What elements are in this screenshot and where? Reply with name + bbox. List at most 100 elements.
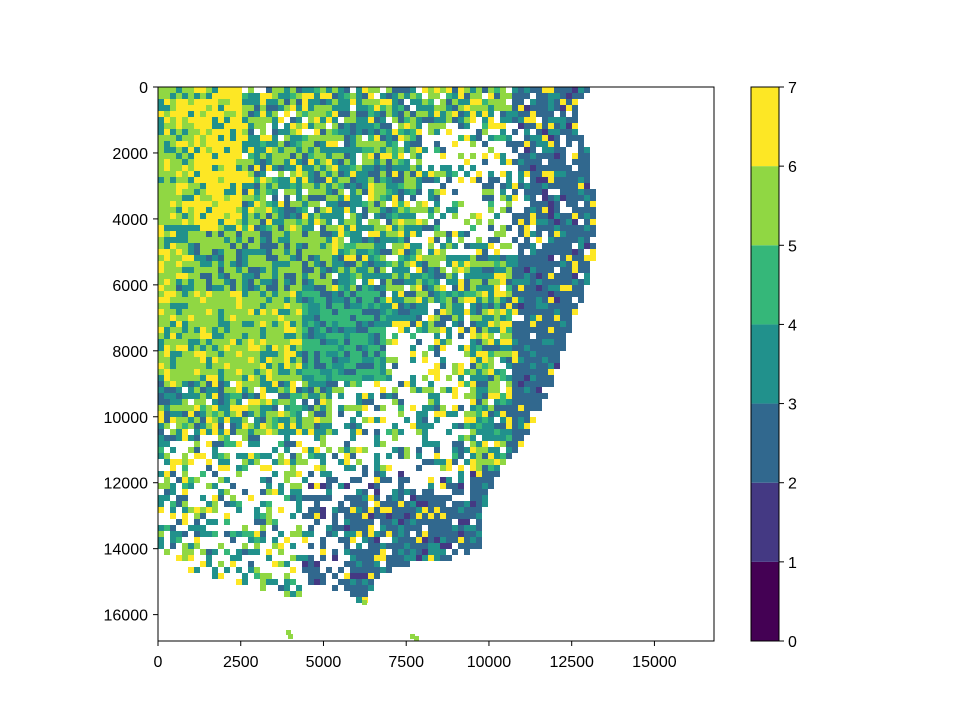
raster-cell xyxy=(374,105,380,111)
raster-cell xyxy=(416,501,422,507)
raster-cell xyxy=(332,531,338,537)
raster-cell xyxy=(554,183,560,189)
raster-cell xyxy=(314,159,320,165)
raster-cell xyxy=(398,165,404,171)
raster-cell xyxy=(500,297,506,303)
raster-cell xyxy=(236,273,242,279)
raster-cell xyxy=(386,285,392,291)
raster-cell xyxy=(362,327,368,333)
raster-cell xyxy=(272,255,278,261)
raster-cell xyxy=(188,381,194,387)
raster-cell xyxy=(446,255,452,261)
raster-cell xyxy=(464,255,470,261)
raster-cell xyxy=(236,345,242,351)
raster-cell xyxy=(194,99,200,105)
raster-cell xyxy=(302,315,308,321)
raster-cell xyxy=(164,459,170,465)
raster-cell xyxy=(278,273,284,279)
raster-cell xyxy=(272,159,278,165)
raster-cell xyxy=(170,435,176,441)
raster-cell xyxy=(200,249,206,255)
raster-cell xyxy=(368,417,374,423)
raster-cell xyxy=(584,165,590,171)
raster-cell xyxy=(548,195,554,201)
raster-cell xyxy=(326,87,332,93)
raster-cell xyxy=(380,111,386,117)
raster-cell xyxy=(284,495,290,501)
raster-cell xyxy=(392,423,398,429)
raster-cell xyxy=(290,123,296,129)
raster-cell xyxy=(242,93,248,99)
raster-cell xyxy=(530,351,536,357)
raster-cell xyxy=(434,171,440,177)
raster-cell xyxy=(590,255,596,261)
raster-cell xyxy=(194,261,200,267)
raster-cell xyxy=(356,399,362,405)
raster-cell xyxy=(344,309,350,315)
raster-cell xyxy=(200,525,206,531)
raster-cell xyxy=(506,105,512,111)
raster-cell xyxy=(164,525,170,531)
raster-cell xyxy=(458,327,464,333)
raster-cell xyxy=(356,591,362,597)
raster-cell xyxy=(266,309,272,315)
raster-cell xyxy=(188,375,194,381)
raster-cell xyxy=(416,171,422,177)
raster-cell xyxy=(560,165,566,171)
raster-cell xyxy=(482,369,488,375)
raster-cell xyxy=(200,411,206,417)
raster-cell xyxy=(194,309,200,315)
raster-cell xyxy=(278,363,284,369)
raster-cell xyxy=(410,405,416,411)
raster-cell xyxy=(458,441,464,447)
raster-cell xyxy=(278,507,284,513)
raster-cell xyxy=(500,327,506,333)
raster-cell xyxy=(542,87,548,93)
raster-cell xyxy=(356,561,362,567)
raster-cell xyxy=(164,105,170,111)
raster-cell xyxy=(362,285,368,291)
raster-cell xyxy=(332,555,338,561)
raster-cell xyxy=(584,261,590,267)
raster-cell xyxy=(386,225,392,231)
raster-cell xyxy=(410,513,416,519)
raster-cell xyxy=(572,177,578,183)
raster-cell xyxy=(242,267,248,273)
raster-cell xyxy=(374,567,380,573)
raster-cell xyxy=(422,501,428,507)
raster-cell xyxy=(524,357,530,363)
raster-cell xyxy=(194,153,200,159)
raster-cell xyxy=(578,249,584,255)
raster-cell xyxy=(374,291,380,297)
raster-cell xyxy=(386,303,392,309)
raster-cell xyxy=(254,339,260,345)
raster-cell xyxy=(560,297,566,303)
raster-cell xyxy=(170,261,176,267)
raster-cell xyxy=(362,555,368,561)
raster-cell xyxy=(584,213,590,219)
raster-cell xyxy=(434,87,440,93)
raster-cell xyxy=(230,417,236,423)
raster-cell xyxy=(200,369,206,375)
raster-cell xyxy=(242,237,248,243)
raster-cell xyxy=(566,87,572,93)
raster-cell xyxy=(470,471,476,477)
raster-cell xyxy=(350,417,356,423)
raster-cell xyxy=(398,117,404,123)
raster-cell xyxy=(242,201,248,207)
raster-cell xyxy=(392,501,398,507)
raster-cell xyxy=(320,171,326,177)
raster-cell xyxy=(326,243,332,249)
raster-cell xyxy=(344,183,350,189)
raster-cell xyxy=(254,153,260,159)
raster-cell xyxy=(470,459,476,465)
raster-cell xyxy=(422,405,428,411)
raster-cell xyxy=(176,555,182,561)
raster-cell xyxy=(218,249,224,255)
raster-cell xyxy=(236,531,242,537)
raster-cell xyxy=(266,135,272,141)
raster-cell xyxy=(476,459,482,465)
raster-cell xyxy=(392,387,398,393)
raster-cell xyxy=(560,273,566,279)
raster-cell xyxy=(512,111,518,117)
